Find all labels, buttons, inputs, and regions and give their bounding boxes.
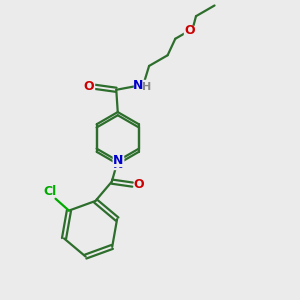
Text: O: O [83,80,94,93]
Text: O: O [184,24,194,37]
Bar [113,156,122,166]
Bar [184,26,194,36]
Text: N: N [112,154,123,167]
Bar [83,82,94,92]
Text: H: H [142,82,151,92]
Text: O: O [134,178,145,191]
Bar [134,80,146,91]
Text: N: N [112,158,123,170]
Bar [113,159,122,169]
Bar [113,156,122,166]
Text: N: N [112,154,123,167]
Text: Cl: Cl [44,185,57,198]
Bar [134,179,144,190]
Text: N: N [134,79,144,92]
